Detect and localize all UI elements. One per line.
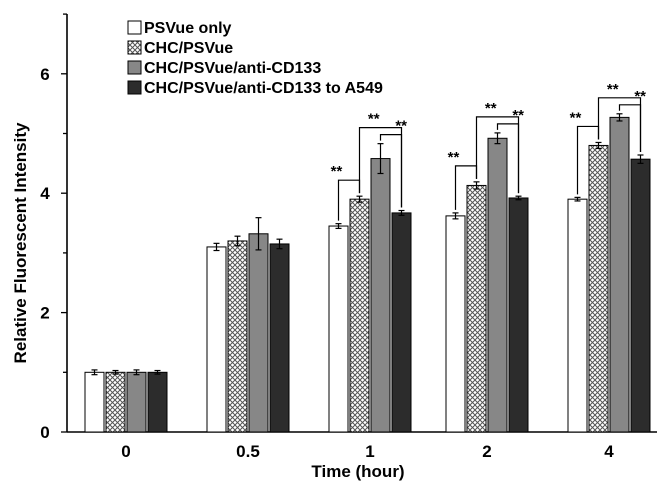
x-tick-label: 1 bbox=[365, 442, 374, 461]
bar bbox=[445, 215, 466, 433]
significance-label: ** bbox=[395, 118, 407, 135]
significance-label: ** bbox=[448, 149, 460, 166]
legend-label: PSVue only bbox=[144, 20, 232, 37]
bar bbox=[630, 158, 651, 433]
bar bbox=[84, 371, 105, 433]
bar bbox=[391, 212, 412, 433]
bar bbox=[349, 198, 370, 433]
legend-label: CHC/PSVue/anti-CD133 to A549 bbox=[144, 80, 383, 97]
bar bbox=[147, 371, 168, 433]
significance-bracket bbox=[618, 104, 642, 152]
x-tick-label: 0.5 bbox=[236, 442, 260, 461]
x-axis-title: Time (hour) bbox=[311, 462, 404, 481]
bar bbox=[466, 184, 487, 433]
significance-label: ** bbox=[368, 111, 380, 128]
legend-swatch bbox=[127, 20, 142, 35]
y-tick-label: 6 bbox=[40, 65, 49, 84]
y-tick-label: 0 bbox=[40, 423, 49, 442]
significance-label: ** bbox=[570, 109, 582, 126]
significance-label: ** bbox=[607, 81, 619, 98]
significance-bracket bbox=[379, 134, 403, 208]
bar bbox=[105, 371, 126, 433]
x-tick-label: 4 bbox=[604, 442, 614, 461]
legend-label: CHC/PSVue/anti-CD133 bbox=[144, 60, 321, 77]
bar bbox=[269, 243, 290, 433]
bar bbox=[126, 371, 147, 433]
significance-label: ** bbox=[485, 100, 497, 117]
bar bbox=[370, 158, 391, 433]
significance-bracket bbox=[496, 123, 520, 194]
legend-swatch bbox=[127, 40, 142, 55]
y-axis-title: Relative Fluorescent Intensity bbox=[11, 122, 30, 363]
bar bbox=[248, 233, 269, 433]
bar bbox=[567, 198, 588, 433]
legend-swatch bbox=[127, 80, 142, 95]
bar bbox=[227, 240, 248, 433]
legend-label: CHC/PSVue bbox=[144, 40, 233, 57]
bar bbox=[487, 137, 508, 433]
significance-label: ** bbox=[331, 163, 343, 180]
bar bbox=[609, 116, 630, 433]
bar bbox=[508, 197, 529, 433]
x-tick-label: 0 bbox=[121, 442, 130, 461]
significance-label: ** bbox=[634, 88, 646, 105]
plot-area: 0 2 4 6 0 0.5 1 2 4 ** ** ** ** ** ** ** ** ** PSVue only C… bbox=[40, 13, 657, 461]
significance-label: ** bbox=[512, 107, 524, 124]
bar bbox=[206, 246, 227, 433]
y-tick-label: 2 bbox=[40, 304, 49, 323]
legend-swatch bbox=[127, 60, 142, 75]
bar bbox=[588, 144, 609, 433]
x-tick-label: 2 bbox=[482, 442, 491, 461]
y-tick-label: 4 bbox=[40, 184, 50, 203]
bar bbox=[328, 225, 349, 433]
